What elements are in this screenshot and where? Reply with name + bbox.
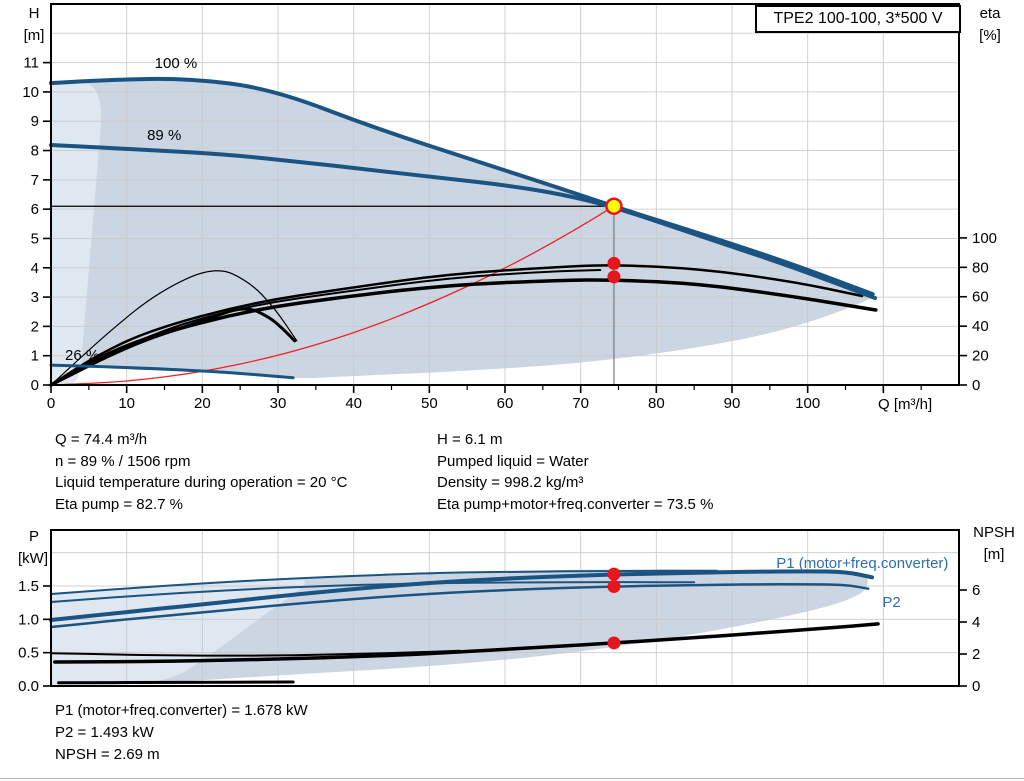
y-left-tick-label: 0.5 [18, 645, 39, 662]
y-left-tick-label: 7 [31, 172, 39, 189]
label-89pct: 89 % [147, 127, 181, 144]
y-right-tick-label: 100 [972, 230, 997, 247]
anno-temperature: Liquid temperature during operation = 20… [55, 474, 348, 491]
x-tick-label: 70 [572, 395, 589, 412]
y-left-tick-label: 3 [31, 289, 39, 306]
page-bottom-divider [0, 778, 1024, 779]
x-tick-label: 30 [270, 395, 287, 412]
x-tick-label: 10 [118, 395, 135, 412]
eta-axis-unit: [%] [979, 27, 1001, 44]
x-tick-label: 50 [421, 395, 438, 412]
y-left-tick-label: 0 [31, 377, 39, 394]
y-left-tick-label: 6 [31, 201, 39, 218]
curve-p2-89pct [49, 583, 870, 629]
y-left-tick-label: 4 [31, 260, 39, 277]
y-left-tick-label: 1.5 [18, 578, 39, 595]
p-axis-unit: [kW] [18, 550, 48, 567]
y-right-tick-label: 4 [972, 614, 980, 631]
x-tick-label: 20 [194, 395, 211, 412]
label-p2: P2 [882, 594, 900, 611]
curve-hq-89pct [49, 143, 877, 300]
curve-hq-100pct [49, 76, 875, 297]
curve-eta-arc-26 [50, 270, 298, 386]
curve-npsh-89pct [53, 622, 880, 664]
x-tick-label: 60 [497, 395, 514, 412]
operating-envelope [51, 78, 874, 379]
duty-point [605, 197, 623, 215]
power-npsh-chart: 0.0 0.5 1.0 1.5 0 2 4 6 P1 (motor+freq.converter… [18, 529, 980, 695]
h-axis-title: H [28, 5, 40, 22]
y-right-tick-label: 40 [972, 318, 989, 335]
p-axis-title: P [28, 528, 39, 545]
duty-info-right: H = 6.1 m Pumped liquid = Water Density … [437, 429, 713, 515]
anno-p1: P1 (motor+freq.converter) = 1.678 kW [55, 702, 308, 719]
low-flow-band [51, 579, 306, 686]
curve-eta-pump [49, 264, 864, 387]
anno-eta-pump: Eta pump = 82.7 % [55, 495, 183, 513]
anno-npsh: NPSH = 2.69 m [55, 746, 160, 763]
y-right-tick-label: 60 [972, 289, 989, 306]
eta-axis-title: eta [979, 5, 1001, 22]
y-left-tick-label: 9 [31, 113, 39, 130]
q-axis-title: Q [m³/h] [878, 396, 933, 413]
p2-marker [607, 579, 621, 593]
anno-flow: Q = 74.4 m³/h [55, 431, 148, 448]
label-100pct: 100 % [155, 55, 198, 72]
y-left-tick-label: 11 [23, 55, 39, 72]
npsh-marker [607, 636, 621, 650]
y-left-tick-label: 8 [31, 143, 39, 160]
npsh-axis-unit: [m] [983, 546, 1005, 563]
duty-info-left: Q = 74.4 m³/h n = 89 % / 1506 rpm Liquid… [55, 429, 347, 515]
curve-control-curve [50, 205, 615, 386]
p1-marker [607, 567, 621, 581]
y-left-tick-label: 1.0 [18, 611, 39, 628]
x-tick-label: 80 [648, 395, 665, 412]
curve-hq-26pct [49, 363, 295, 380]
curve-p1-100pct [50, 569, 718, 595]
curve-eta-pump-motor-freq [49, 278, 878, 387]
h-axis-unit: [m] [23, 27, 45, 44]
curve-p1-89pct [49, 569, 874, 622]
eta-pump-marker [607, 256, 621, 270]
anno-head: H = 6.1 m [437, 431, 503, 448]
anno-density: Density = 998.2 kg/m³ [437, 474, 584, 491]
x-tick-label: 90 [724, 395, 741, 412]
label-p1: P1 (motor+freq.converter) [776, 555, 948, 572]
y-left-tick-label: 2 [31, 318, 39, 335]
anno-eta-total: Eta pump+motor+freq.converter = 73.5 % [437, 495, 714, 513]
y-left-tick-label: 0.0 [18, 678, 39, 695]
x-tick-label: 100 [795, 395, 820, 412]
anno-liquid: Pumped liquid = Water [437, 452, 589, 470]
eta-total-marker [607, 270, 621, 284]
y-right-tick-label: 2 [972, 646, 980, 663]
y-right-tick-label: 0 [972, 678, 980, 695]
pump-type-box: TPE2 100-100, 3*500 V [755, 5, 961, 33]
y-left-tick-label: 10 [22, 84, 39, 101]
anno-speed: n = 89 % / 1506 rpm [55, 452, 191, 470]
x-tick-label: 40 [345, 395, 362, 412]
y-right-tick-label: 6 [972, 582, 980, 599]
plot-frame [50, 529, 960, 687]
curve-eta-extra [50, 269, 602, 386]
anno-p2: P2 = 1.493 kW [55, 724, 154, 741]
curve-npsh-min [57, 680, 295, 685]
y-right-tick-label: 20 [972, 348, 989, 365]
y-right-tick-label: 80 [972, 259, 989, 276]
y-left-tick-label: 1 [31, 348, 39, 365]
label-26pct: 26 % [65, 347, 99, 364]
curve-npsh-100pct [50, 649, 461, 657]
low-flow-band [51, 81, 102, 386]
y-right-tick-label: 0 [972, 377, 980, 394]
duty-info-bottom: P1 (motor+freq.converter) = 1.678 kW P2 … [55, 700, 308, 766]
x-tick-label: 0 [47, 395, 55, 412]
y-left-tick-label: 5 [31, 230, 39, 247]
qh-eta-chart: 0 10 20 30 40 50 60 70 80 90 100 0 1 2 3 4 5 6 7 8 9 10 11 0 20 4… [22, 3, 997, 412]
npsh-axis-title: NPSH [973, 524, 1015, 541]
